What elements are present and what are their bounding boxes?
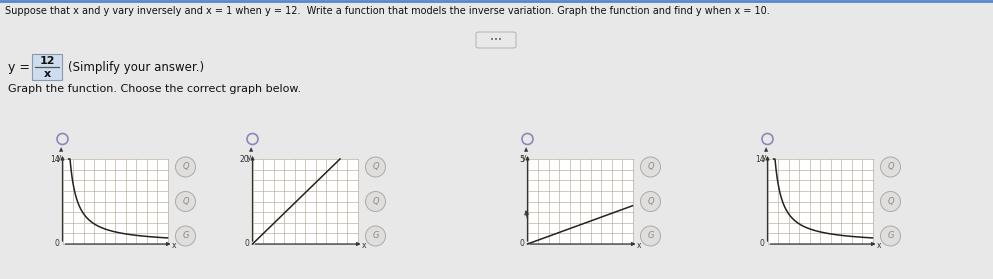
Text: Suppose that x and y vary inversely and x = 1 when y = 12.  Write a function tha: Suppose that x and y vary inversely and … <box>5 6 770 16</box>
Text: G: G <box>647 232 653 240</box>
Bar <box>63 159 168 244</box>
Text: Graph the function. Choose the correct graph below.: Graph the function. Choose the correct g… <box>8 84 301 94</box>
Text: 14: 14 <box>755 155 765 163</box>
Circle shape <box>640 157 660 177</box>
Circle shape <box>640 191 660 211</box>
Text: y: y <box>763 153 767 162</box>
Circle shape <box>365 157 385 177</box>
Circle shape <box>365 226 385 246</box>
Text: G: G <box>888 232 894 240</box>
Text: Q: Q <box>182 197 189 206</box>
Text: Q: Q <box>372 162 378 172</box>
Circle shape <box>176 191 196 211</box>
Circle shape <box>881 191 901 211</box>
Text: y =: y = <box>8 61 30 73</box>
Bar <box>768 159 873 244</box>
Text: ▲: ▲ <box>249 147 253 152</box>
Text: 20: 20 <box>240 155 249 163</box>
Text: x: x <box>44 69 51 79</box>
Circle shape <box>365 191 385 211</box>
Text: Q: Q <box>887 162 894 172</box>
Circle shape <box>176 157 196 177</box>
Bar <box>527 159 633 244</box>
Text: Q: Q <box>372 197 378 206</box>
Text: 0: 0 <box>519 239 524 249</box>
Text: ▲: ▲ <box>60 147 64 152</box>
Circle shape <box>640 226 660 246</box>
Text: 5: 5 <box>519 155 524 163</box>
Text: G: G <box>372 232 378 240</box>
Text: y: y <box>522 153 526 162</box>
Text: (Simplify your answer.): (Simplify your answer.) <box>68 61 205 73</box>
Text: x: x <box>638 242 641 251</box>
Circle shape <box>881 226 901 246</box>
Text: 0: 0 <box>244 239 249 249</box>
FancyBboxPatch shape <box>476 32 516 48</box>
Text: •••: ••• <box>490 37 502 43</box>
Text: 0: 0 <box>760 239 765 249</box>
Text: Q: Q <box>647 197 653 206</box>
Text: Q: Q <box>887 197 894 206</box>
FancyBboxPatch shape <box>32 54 62 80</box>
Text: y: y <box>58 153 62 162</box>
Text: 14: 14 <box>50 155 60 163</box>
Circle shape <box>176 226 196 246</box>
Circle shape <box>881 157 901 177</box>
Bar <box>252 159 357 244</box>
Text: Q: Q <box>647 162 653 172</box>
Text: x: x <box>362 242 366 251</box>
Text: Q: Q <box>182 162 189 172</box>
Text: 12: 12 <box>40 56 55 66</box>
Text: G: G <box>183 232 189 240</box>
Text: 0: 0 <box>55 239 60 249</box>
Text: ▲: ▲ <box>524 147 528 152</box>
Text: ▲: ▲ <box>765 147 769 152</box>
Text: x: x <box>877 242 882 251</box>
Text: x: x <box>172 242 177 251</box>
Text: y: y <box>247 153 252 162</box>
